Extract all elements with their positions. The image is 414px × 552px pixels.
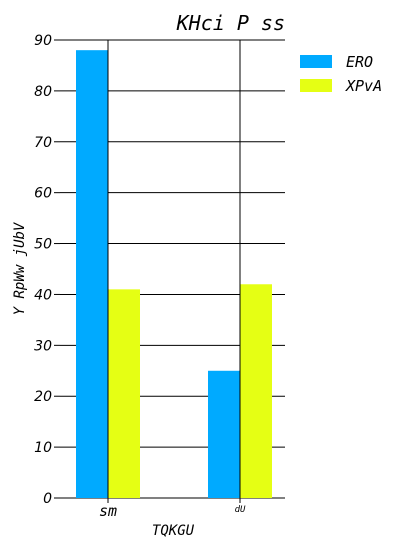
legend-swatch-xpva <box>300 79 332 92</box>
chart-title: KHci P ss <box>176 11 285 35</box>
legend-swatch-ero <box>300 55 332 68</box>
x-axis-ticks: sm dU <box>99 498 246 520</box>
legend-label-ero: ERO <box>346 53 373 71</box>
legend: ERO XPvA <box>300 53 382 95</box>
x-axis-label: TQKGU <box>152 523 195 539</box>
y-tick-label: 40 <box>34 287 52 303</box>
y-tick-label: 60 <box>34 186 52 202</box>
bar-ero-du <box>208 370 240 498</box>
y-tick-label: 90 <box>34 33 52 49</box>
y-tick-label: 0 <box>43 491 52 507</box>
y-tick-label: 10 <box>34 440 52 456</box>
bar-ero-sm <box>76 50 108 499</box>
y-tick-label: 20 <box>34 389 52 405</box>
bar-xpva-du <box>240 284 272 498</box>
bar-xpva-sm <box>108 289 140 498</box>
y-axis-ticks: 0 10 20 30 40 50 60 70 80 90 <box>34 33 60 507</box>
y-tick-label: 50 <box>34 237 52 253</box>
y-tick-label: 30 <box>34 338 52 354</box>
x-tick-label: sm <box>99 502 117 520</box>
y-tick-label: 70 <box>34 135 52 151</box>
x-tick-label: dU <box>235 505 246 515</box>
y-tick-label: 80 <box>34 84 52 100</box>
category-lines <box>107 40 241 498</box>
bars <box>76 50 272 499</box>
y-axis-label: Y RpWw jUbV <box>12 221 28 315</box>
legend-label-xpva: XPvA <box>345 77 382 95</box>
